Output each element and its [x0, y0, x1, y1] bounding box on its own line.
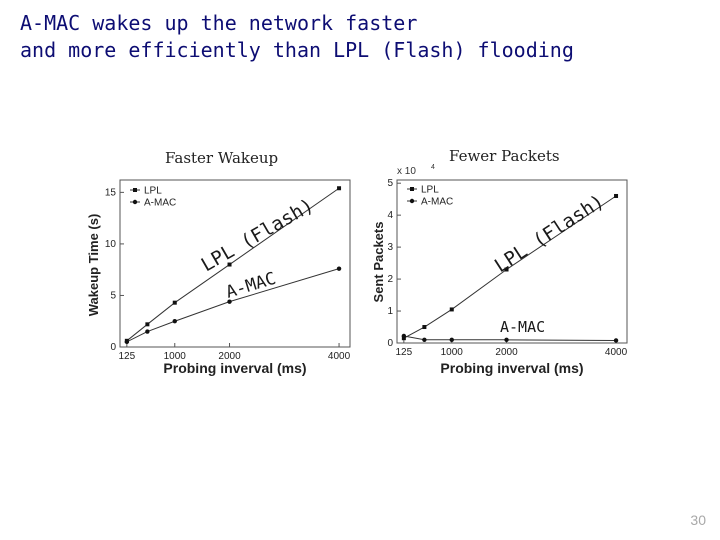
- wakeup-x-tick-label: 1000: [164, 351, 187, 362]
- wakeup-amac-point: [336, 266, 342, 271]
- wakeup-x-axis-label: Probing inverval (ms): [163, 360, 306, 376]
- packets-y-tick-label: 2: [387, 274, 393, 285]
- wakeup-legend-label: LPL: [144, 186, 162, 197]
- wakeup-y-tick-label: 0: [110, 342, 116, 353]
- amac-annotation: A-MAC: [500, 318, 545, 336]
- packets-series: [401, 193, 619, 343]
- packets-lpl-point: [422, 325, 427, 330]
- packets-amac-point: [401, 333, 407, 339]
- lpl-flash-annotation: LPL (Flash): [491, 190, 609, 277]
- slide-title: A-MAC wakes up the network faster and mo…: [20, 10, 700, 64]
- wakeup-lpl-point: [145, 322, 150, 327]
- packets-x-tick-label: 1000: [441, 347, 464, 358]
- slide-number: 30: [690, 512, 706, 528]
- packets-y-tick-label: 3: [387, 242, 393, 253]
- wakeup-amac-line: [126, 268, 340, 343]
- packets-amac-point: [422, 337, 427, 343]
- slide-title-line-1: A-MAC wakes up the network faster: [20, 11, 418, 35]
- packets-amac-point: [613, 338, 619, 343]
- wakeup-series: [124, 186, 342, 345]
- packets-legend-label: LPL: [421, 185, 439, 196]
- packets-plot-frame: [396, 179, 628, 344]
- packets-lpl-point: [504, 267, 509, 272]
- packets-lpl-point: [401, 336, 406, 341]
- faster-wakeup-heading: Faster Wakeup: [165, 149, 279, 167]
- wakeup-ticks: 125 1000 2000 4000 0 5 10 15: [105, 187, 351, 362]
- wakeup-x-tick-label: 125: [119, 351, 136, 362]
- fewer-packets-heading: Fewer Packets: [449, 147, 560, 165]
- packets-legend-label: A-MAC: [421, 197, 453, 208]
- wakeup-lpl-point: [337, 186, 342, 191]
- packets-x-tick-label: 2000: [495, 347, 518, 358]
- wakeup-lpl-point: [172, 300, 177, 305]
- wakeup-y-tick-label: 5: [110, 290, 116, 301]
- wakeup-lpl-point: [227, 262, 232, 267]
- packets-amac-point: [504, 337, 509, 343]
- amac-annotation: A-MAC: [224, 269, 279, 303]
- wakeup-legend-marker: [133, 188, 137, 192]
- wakeup-legend-marker: [132, 199, 138, 205]
- wakeup-amac-point: [172, 319, 177, 324]
- slide-title-line-2: and more efficiently than LPL (Flash) fl…: [20, 38, 574, 62]
- wakeup-amac-point: [145, 329, 150, 334]
- wakeup-x-tick-label: 2000: [218, 351, 241, 362]
- packets-y-tick-label: 1: [387, 306, 393, 317]
- packets-x-tick-label: 125: [396, 347, 413, 358]
- packets-lpl-point: [449, 307, 454, 312]
- packets-ticks: 125 1000 2000 4000 0 1 2 3 4 5: [387, 178, 627, 358]
- packets-lpl-point: [614, 193, 619, 198]
- packets-y-axis-label: Sent Packets: [371, 222, 386, 303]
- packets-x-tick-label: 4000: [605, 347, 628, 358]
- wakeup-plot-frame: [119, 179, 351, 348]
- packets-y-tick-label: 0: [387, 338, 393, 349]
- packets-y-multiplier: x 10: [397, 166, 416, 177]
- wakeup-y-tick-label: 10: [105, 239, 117, 250]
- lpl-flash-annotation: LPL (Flash): [198, 194, 318, 276]
- wakeup-y-axis-label: Wakeup Time (s): [86, 214, 101, 317]
- packets-legend-marker: [409, 198, 415, 204]
- wakeup-amac-point: [227, 299, 232, 304]
- packets-y-tick-label: 4: [387, 210, 393, 221]
- wakeup-amac-point: [124, 339, 130, 345]
- packets-x-axis-label: Probing inverval (ms): [440, 360, 583, 376]
- packets-amac-point: [449, 337, 454, 343]
- packets-legend-marker: [410, 187, 414, 191]
- wakeup-legend-label: A-MAC: [144, 198, 176, 209]
- wakeup-y-tick-label: 15: [105, 187, 117, 198]
- packets-amac-line: [403, 335, 617, 341]
- wakeup-x-tick-label: 4000: [328, 351, 351, 362]
- packets-y-tick-label: 5: [387, 178, 393, 189]
- packets-y-multiplier-exponent: 4: [431, 164, 435, 171]
